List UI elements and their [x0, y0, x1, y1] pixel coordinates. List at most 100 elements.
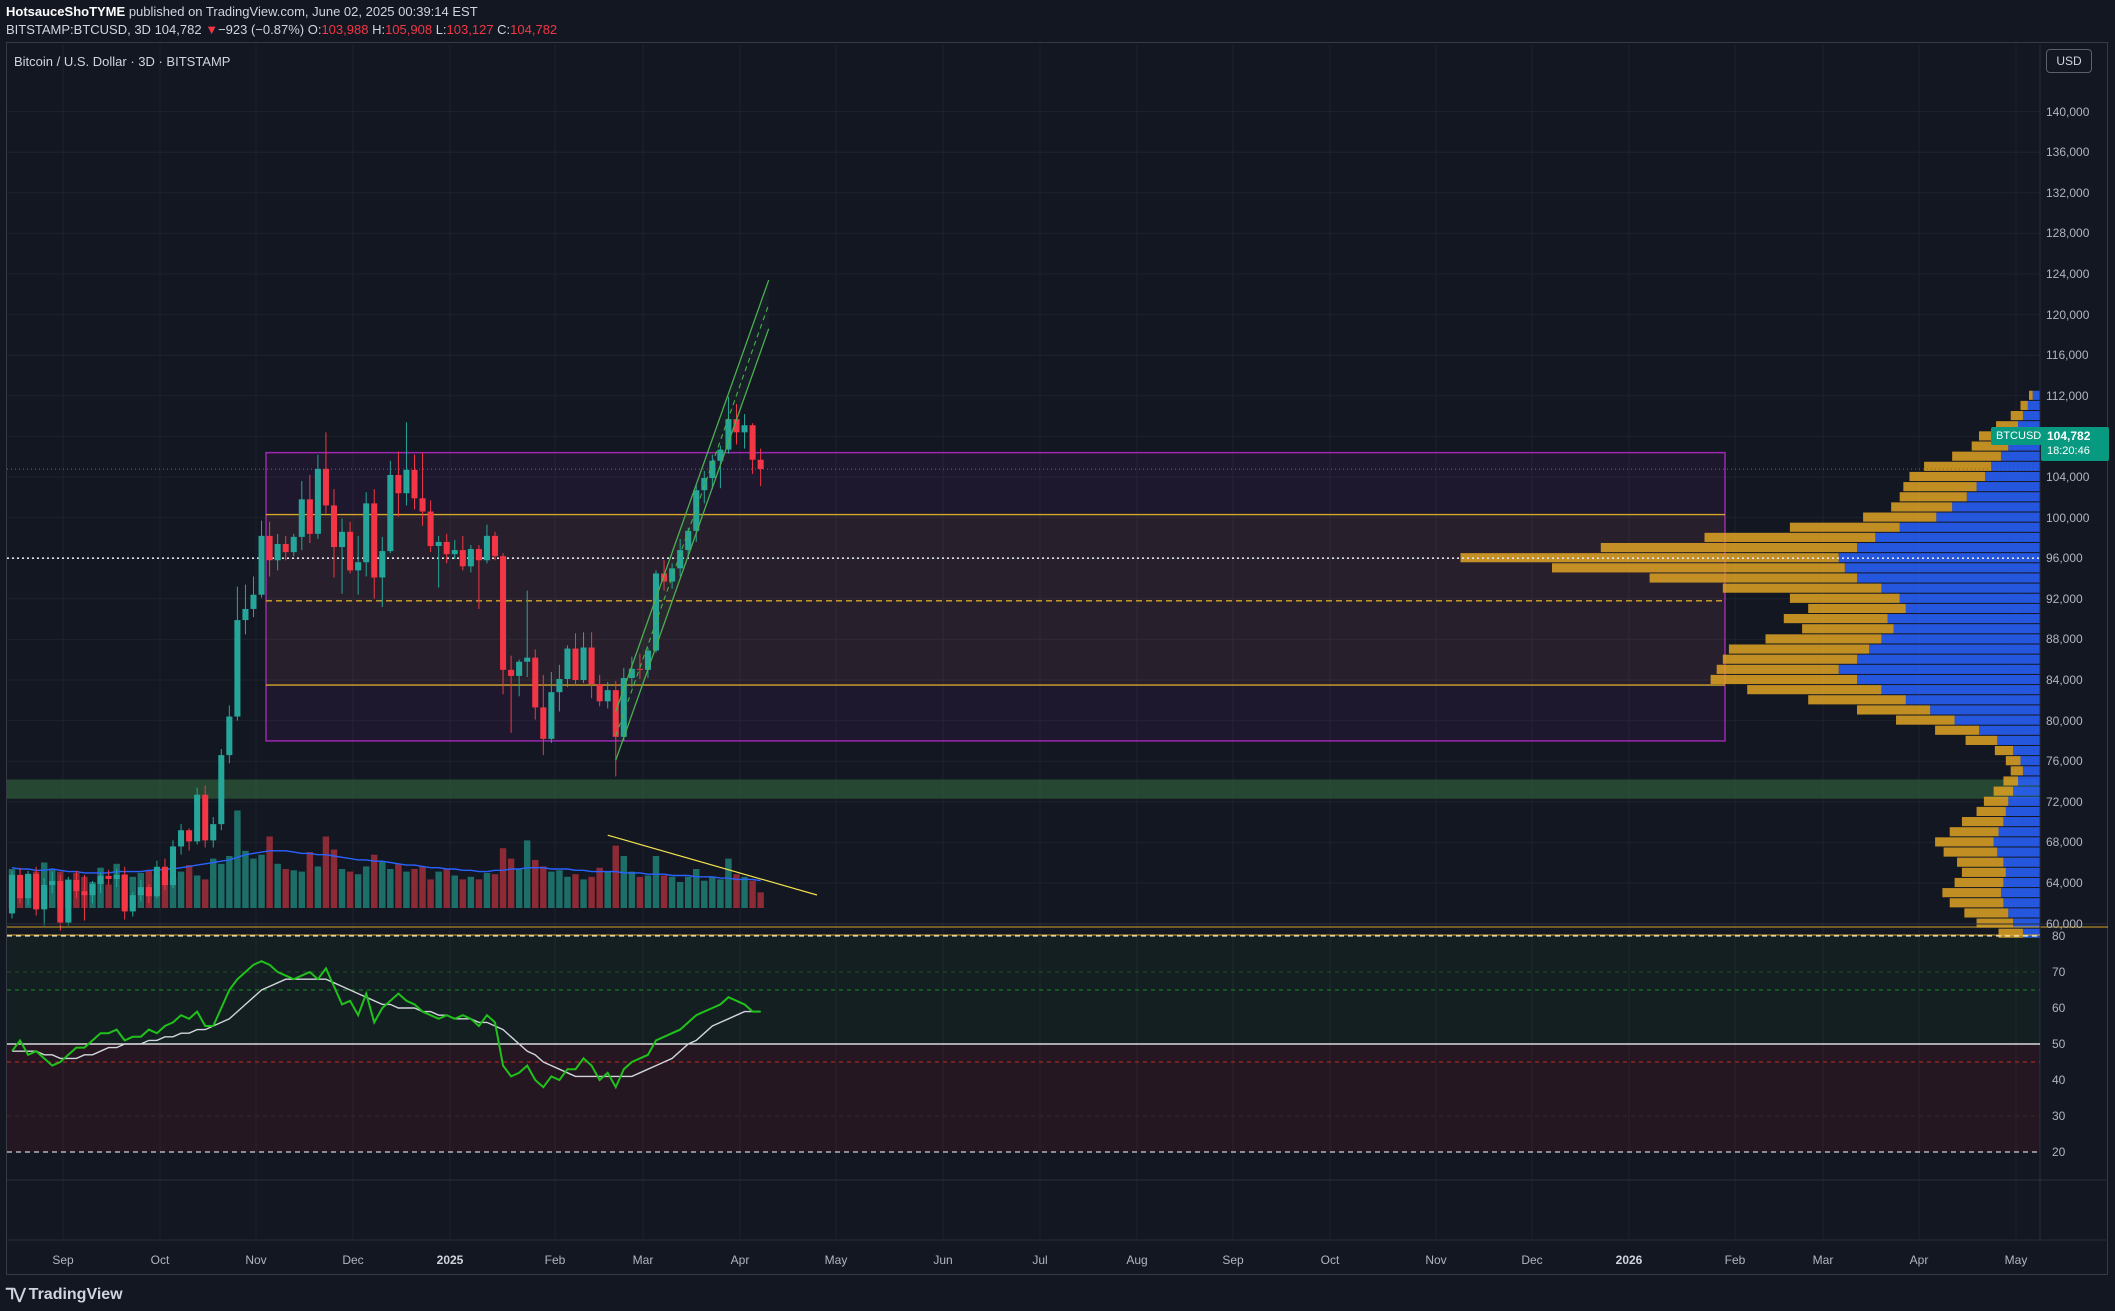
tradingview-logo-icon: ⅂⋁	[6, 1286, 26, 1303]
time-axis-label: Sep	[1222, 1253, 1244, 1267]
volume-bar	[540, 866, 547, 908]
candle-body	[81, 891, 88, 896]
volume-profile-down-bar	[1943, 847, 1998, 857]
volume-bar	[371, 854, 378, 908]
volume-profile-down-bar	[1965, 735, 1998, 745]
volume-profile-up-bar	[1857, 573, 2040, 583]
candle-body	[612, 690, 619, 737]
candle-body	[693, 490, 700, 531]
volume-bar	[266, 836, 273, 908]
candle-body	[186, 830, 193, 842]
candle-body	[588, 647, 595, 685]
volume-profile-up-bar	[2022, 928, 2040, 938]
time-axis-label: 2025	[436, 1253, 464, 1267]
volume-bar	[733, 874, 740, 908]
volume-profile-up-bar	[1875, 532, 2040, 542]
candle-body	[8, 874, 16, 914]
volume-profile-up-bar	[2003, 898, 2040, 908]
close-label: C:	[497, 22, 511, 37]
volume-profile-down-bar	[1994, 745, 2014, 756]
candle-body	[17, 874, 24, 899]
time-axis-label: Sep	[52, 1253, 74, 1267]
currency-button[interactable]: USD	[2046, 49, 2092, 73]
low-label: L:	[435, 22, 447, 37]
volume-profile-up-bar	[1838, 664, 2040, 674]
volume-profile-up-bar	[2020, 756, 2040, 766]
volume-bar	[741, 876, 748, 908]
candle-body	[427, 511, 434, 547]
volume-bar	[693, 869, 700, 908]
time-axis-label: Mar	[1812, 1253, 1834, 1267]
candle-body	[226, 716, 233, 756]
candle-body	[548, 692, 555, 739]
volume-bar	[757, 892, 764, 908]
volume-bar	[515, 869, 523, 908]
time-axis-label: Nov	[1425, 1253, 1447, 1267]
volume-bar	[314, 866, 322, 908]
candle-body	[564, 648, 571, 679]
volume-profile-up-bar	[1899, 593, 2040, 603]
price-axis-label: 124,000	[2046, 267, 2090, 281]
volume-profile-down-bar	[1998, 928, 2023, 938]
volume-bar	[193, 875, 201, 908]
volume-bar	[483, 872, 491, 908]
volume-profile-down-bar	[1802, 624, 1894, 634]
candle-body	[274, 543, 281, 561]
candle-body	[500, 556, 507, 670]
candle-body	[339, 531, 346, 548]
candle-body	[556, 678, 563, 693]
volume-profile-up-bar	[2008, 441, 2040, 451]
volume-profile-down-bar	[1765, 634, 1882, 644]
author-name[interactable]: HotsauceShoTYME	[6, 4, 126, 19]
time-axis-label: Jun	[933, 1253, 953, 1267]
volume-profile-up-bar	[2008, 908, 2040, 918]
volume-profile-up-bar	[2008, 796, 2040, 806]
high-value: 105,908	[385, 22, 433, 37]
volume-bar	[379, 861, 386, 908]
range-box	[265, 451, 1726, 742]
candle-body	[636, 668, 643, 670]
candle-body	[153, 866, 160, 897]
volume-profile-up-bar	[2003, 877, 2040, 888]
channel-lower-line	[615, 328, 770, 761]
candle-body	[250, 594, 257, 609]
volume-profile-up-bar	[2018, 776, 2040, 786]
volume-profile-down-bar	[2029, 390, 2033, 400]
candle-body	[161, 866, 168, 886]
chart-canvas[interactable]	[0, 0, 2115, 1275]
candle-body	[129, 895, 136, 912]
time-axis-label: Mar	[632, 1253, 654, 1267]
volume-profile-up-bar	[1893, 624, 2040, 634]
symbol-line: BITSTAMP:BTCUSD, 3D	[6, 22, 151, 37]
volume-bar	[459, 879, 467, 908]
time-axis-label: 2026	[1615, 1253, 1643, 1267]
volume-bar	[306, 852, 314, 908]
candle-body	[652, 573, 660, 651]
candle-body	[65, 879, 72, 923]
volume-profile-down-bar	[2020, 400, 2028, 411]
tradingview-logo[interactable]: ⅂⋁ TradingView	[6, 1286, 123, 1303]
channel-upper-line	[615, 279, 770, 712]
volume-bar	[234, 810, 241, 908]
candle-body	[475, 549, 482, 561]
volume-profile-down-bar	[1976, 918, 2014, 928]
volume-profile-up-bar	[1936, 512, 2040, 522]
volume-profile-down-bar	[1942, 888, 2001, 898]
volume-bar	[105, 884, 112, 908]
price-axis-label: 104,000	[2046, 470, 2090, 484]
volume-bar	[242, 850, 249, 908]
price-axis-label: 88,000	[2046, 632, 2083, 647]
candle-body	[620, 677, 627, 737]
candle-body	[169, 846, 177, 886]
price-axis-label: 120,000	[2046, 307, 2090, 322]
volume-profile-up-bar	[2013, 786, 2040, 796]
volume-bar	[596, 867, 603, 908]
volume-profile-down-bar	[1935, 837, 1994, 847]
volume-bar	[290, 870, 297, 908]
volume-profile-up-bar	[1998, 827, 2040, 837]
rsi-axis-label: 60	[2052, 1001, 2066, 1015]
volume-profile-down-bar	[1952, 451, 2001, 461]
volume-bar	[588, 876, 595, 908]
candle-body	[194, 794, 201, 842]
volume-bar	[660, 875, 668, 908]
